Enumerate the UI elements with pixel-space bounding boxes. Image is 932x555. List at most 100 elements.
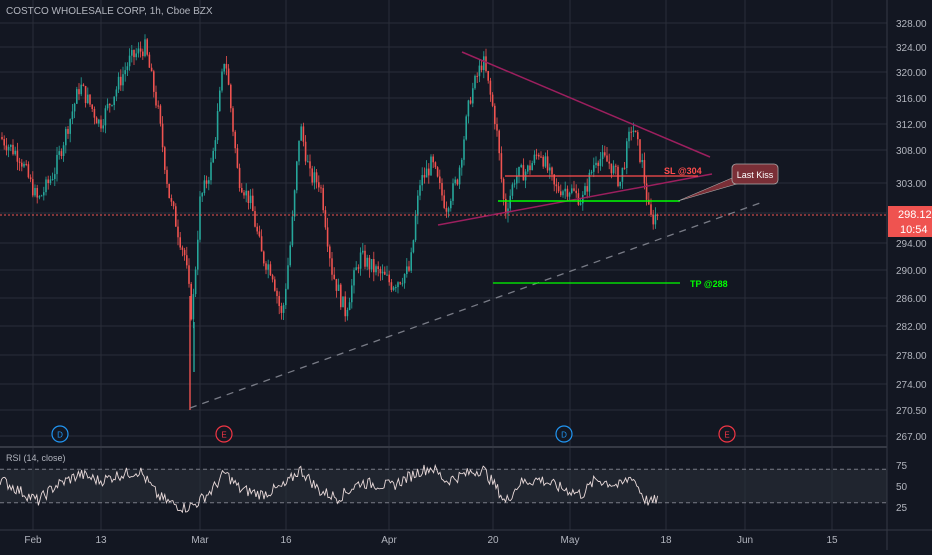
rsi-pane	[0, 463, 887, 514]
candle-body	[318, 182, 320, 188]
candle-body	[133, 50, 135, 58]
candle-body	[447, 208, 450, 212]
last-kiss-callout[interactable]: Last Kiss	[677, 163, 779, 202]
candle-body	[208, 180, 210, 184]
candle-body	[392, 287, 395, 290]
candle-body	[478, 65, 481, 77]
candle-body	[271, 275, 274, 280]
candle-body	[628, 131, 630, 142]
candle-body	[630, 131, 632, 133]
time-tick-label: Jun	[737, 535, 753, 546]
rsi-title: RSI (14, close)	[6, 453, 66, 463]
candle-body	[287, 265, 289, 289]
time-tick-label: Apr	[381, 535, 397, 546]
candle-body	[7, 146, 10, 151]
candle-body	[414, 215, 417, 241]
candle-body	[417, 195, 419, 216]
candle-body	[236, 148, 239, 168]
candle-body	[76, 89, 78, 104]
candle-body	[619, 181, 621, 187]
candle-body	[423, 175, 426, 178]
candle-body	[139, 48, 142, 52]
candle-body	[117, 76, 120, 90]
event-marker-letter: E	[221, 431, 226, 440]
candle-body	[188, 265, 190, 284]
candle-body	[579, 203, 582, 205]
candle-body	[98, 119, 100, 124]
candle-body	[269, 264, 272, 276]
candle-body	[210, 162, 212, 181]
candle-body	[78, 89, 80, 95]
candle-body	[183, 249, 186, 256]
candle-body	[384, 271, 386, 275]
candle-body	[247, 190, 250, 203]
candle-body	[238, 167, 241, 188]
candle-body	[49, 179, 52, 184]
candle-body	[159, 105, 162, 124]
candle-body	[137, 48, 140, 54]
candle-body	[73, 103, 76, 112]
candle-body	[441, 183, 443, 196]
time-tick-label: Mar	[191, 535, 209, 546]
candle-body	[531, 163, 533, 171]
candle-body	[344, 296, 346, 317]
candle-body	[511, 184, 514, 196]
candle-body	[175, 206, 177, 227]
candle-body	[450, 200, 452, 209]
candle-body	[573, 188, 575, 191]
candle-body	[397, 282, 399, 288]
candle-body	[109, 103, 111, 106]
candle-body	[377, 266, 379, 269]
candle-body	[395, 287, 397, 289]
price-tick-label: 328.00	[896, 19, 927, 30]
candle-body	[128, 55, 131, 67]
candle-body	[3, 139, 5, 146]
candle-body	[153, 71, 155, 92]
rsi-tick-label: 75	[896, 461, 908, 472]
candle-body	[122, 74, 124, 86]
candle-body	[10, 144, 12, 147]
candle-body	[5, 145, 8, 151]
candle-body	[518, 166, 520, 177]
price-tick-label: 324.00	[896, 43, 927, 54]
candle-body	[243, 192, 245, 196]
price-tick-label: 282.00	[896, 322, 927, 333]
candle-body	[491, 94, 494, 106]
candle-body	[370, 259, 373, 270]
candle-body	[54, 174, 56, 179]
candle-body	[172, 201, 175, 207]
candle-body	[179, 237, 181, 248]
candle-body	[520, 165, 522, 167]
candle-body	[419, 185, 421, 196]
candle-body	[434, 162, 437, 168]
candle-body	[21, 162, 23, 167]
event-marker	[718, 425, 736, 443]
candle-body	[329, 246, 331, 259]
candle-body	[566, 188, 569, 197]
candle-body	[89, 94, 91, 105]
candle-body	[249, 195, 252, 203]
candle-body	[386, 274, 388, 276]
candle-body	[403, 274, 406, 284]
candle-body	[626, 141, 628, 169]
tp-label: TP @288	[690, 279, 728, 289]
candle-body	[368, 257, 371, 270]
candle-body	[483, 56, 485, 71]
candle-body	[571, 188, 573, 193]
candle-body	[529, 165, 531, 171]
current-price-text: 298.12	[898, 209, 932, 221]
candle-body	[223, 63, 225, 72]
candle-body	[258, 231, 261, 237]
candle-body	[634, 130, 637, 133]
candle-body	[302, 126, 305, 142]
candle-body	[346, 309, 349, 317]
candle-body	[67, 128, 69, 134]
candle-body	[296, 161, 298, 191]
candle-body	[373, 259, 375, 273]
candle-body	[639, 139, 641, 163]
candle-body	[454, 179, 456, 184]
time-tick-label: 13	[95, 535, 107, 546]
candle-body	[289, 245, 291, 266]
candle-body	[498, 130, 500, 154]
